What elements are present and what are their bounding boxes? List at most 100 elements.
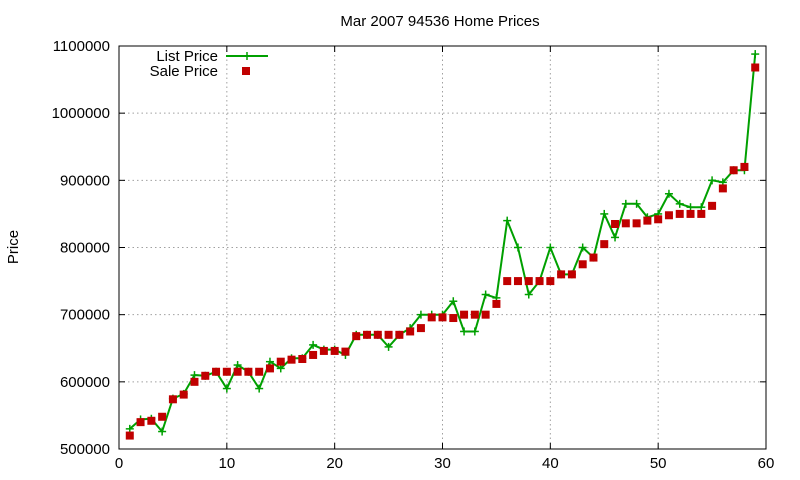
data-point-sale-price <box>664 211 673 220</box>
y-tick-label: 1100000 <box>53 38 110 55</box>
data-point-sale-price <box>557 270 566 279</box>
data-point-sale-price <box>481 310 490 319</box>
y-tick-label: 800000 <box>60 240 110 257</box>
data-point-list-price <box>503 216 512 225</box>
legend-label-list-price: List Price <box>156 48 218 65</box>
y-tick-label: 1000000 <box>52 105 110 122</box>
x-tick-label: 30 <box>434 455 451 472</box>
data-point-sale-price <box>632 219 641 228</box>
legend-marker-list-price <box>243 52 251 60</box>
data-point-list-price <box>255 384 264 393</box>
data-point-sale-price <box>449 314 458 323</box>
data-point-sale-price <box>675 209 684 218</box>
data-point-sale-price <box>729 166 738 175</box>
data-point-sale-price <box>686 209 695 218</box>
y-tick-label: 500000 <box>60 441 110 458</box>
data-point-list-price <box>686 203 695 212</box>
data-point-list-price <box>384 342 393 351</box>
data-point-sale-price <box>244 367 253 376</box>
data-point-list-price <box>460 327 469 336</box>
data-point-sale-price <box>460 310 469 319</box>
data-point-sale-price <box>363 330 372 339</box>
data-point-sale-price <box>233 367 242 376</box>
data-point-sale-price <box>373 330 382 339</box>
x-tick-label: 40 <box>542 455 559 472</box>
legend-marker-sale-price <box>242 67 250 75</box>
data-point-list-price <box>697 203 706 212</box>
data-point-sale-price <box>600 240 609 249</box>
data-point-list-price <box>751 50 760 59</box>
data-point-sale-price <box>384 330 393 339</box>
data-point-sale-price <box>708 201 717 210</box>
data-point-sale-price <box>190 377 199 386</box>
data-point-sale-price <box>470 310 479 319</box>
data-point-sale-price <box>740 162 749 171</box>
chart-title: Mar 2007 94536 Home Prices <box>340 13 539 30</box>
data-point-sale-price <box>643 216 652 225</box>
x-tick-label: 60 <box>758 455 775 472</box>
x-tick-label: 20 <box>326 455 343 472</box>
data-point-list-price <box>600 209 609 218</box>
data-point-list-price <box>222 384 231 393</box>
data-point-sale-price <box>212 367 221 376</box>
data-point-sale-price <box>222 367 231 376</box>
y-tick-label: 700000 <box>60 307 110 324</box>
data-point-list-price <box>664 189 673 198</box>
data-point-sale-price <box>309 350 318 359</box>
data-point-list-price <box>190 371 199 380</box>
data-point-sale-price <box>697 209 706 218</box>
data-point-sale-price <box>287 355 296 364</box>
data-point-sale-price <box>158 412 167 421</box>
x-tick-label: 0 <box>115 455 123 472</box>
data-point-list-price <box>708 176 717 185</box>
data-point-sale-price <box>438 313 447 322</box>
data-point-list-price <box>416 310 425 319</box>
data-point-list-price <box>546 243 555 252</box>
grid-layer <box>119 46 766 449</box>
series-layer <box>125 50 760 440</box>
x-tick-label: 10 <box>218 455 235 472</box>
data-point-sale-price <box>578 260 587 269</box>
data-point-sale-price <box>621 219 630 228</box>
x-tick-label: 50 <box>650 455 667 472</box>
data-point-sale-price <box>255 367 264 376</box>
data-point-list-price <box>513 243 522 252</box>
y-tick-label: 900000 <box>60 172 110 189</box>
data-point-list-price <box>449 297 458 306</box>
data-point-sale-price <box>718 184 727 193</box>
data-point-sale-price <box>136 418 145 427</box>
data-point-sale-price <box>535 277 544 286</box>
data-point-list-price <box>632 199 641 208</box>
data-point-sale-price <box>341 347 350 356</box>
data-point-sale-price <box>125 431 134 440</box>
data-point-list-price <box>233 361 242 370</box>
data-point-sale-price <box>751 63 760 72</box>
data-point-sale-price <box>201 371 210 380</box>
data-point-list-price <box>309 340 318 349</box>
data-point-sale-price <box>395 330 404 339</box>
data-point-sale-price <box>352 332 361 341</box>
y-axis-label: Price <box>5 230 22 264</box>
data-point-sale-price <box>298 354 307 363</box>
data-point-sale-price <box>654 215 663 224</box>
ticks-layer: 500000 600000 700000 800000 900000 1000000 110… <box>52 38 775 472</box>
data-point-list-price <box>611 233 620 242</box>
data-point-list-price <box>276 364 285 373</box>
data-point-list-price <box>265 357 274 366</box>
data-point-sale-price <box>546 277 555 286</box>
data-point-list-price <box>470 327 479 336</box>
data-point-sale-price <box>330 346 339 355</box>
data-point-list-price <box>578 243 587 252</box>
data-point-sale-price <box>406 327 415 336</box>
data-point-sale-price <box>567 270 576 279</box>
data-point-list-price <box>125 424 134 433</box>
data-point-sale-price <box>416 324 425 333</box>
data-point-sale-price <box>168 395 177 404</box>
data-point-sale-price <box>147 416 156 425</box>
data-point-sale-price <box>524 277 533 286</box>
y-tick-label: 600000 <box>60 374 110 391</box>
data-point-list-price <box>675 199 684 208</box>
data-point-sale-price <box>319 346 328 355</box>
legend-label-sale-price: Sale Price <box>150 63 218 80</box>
